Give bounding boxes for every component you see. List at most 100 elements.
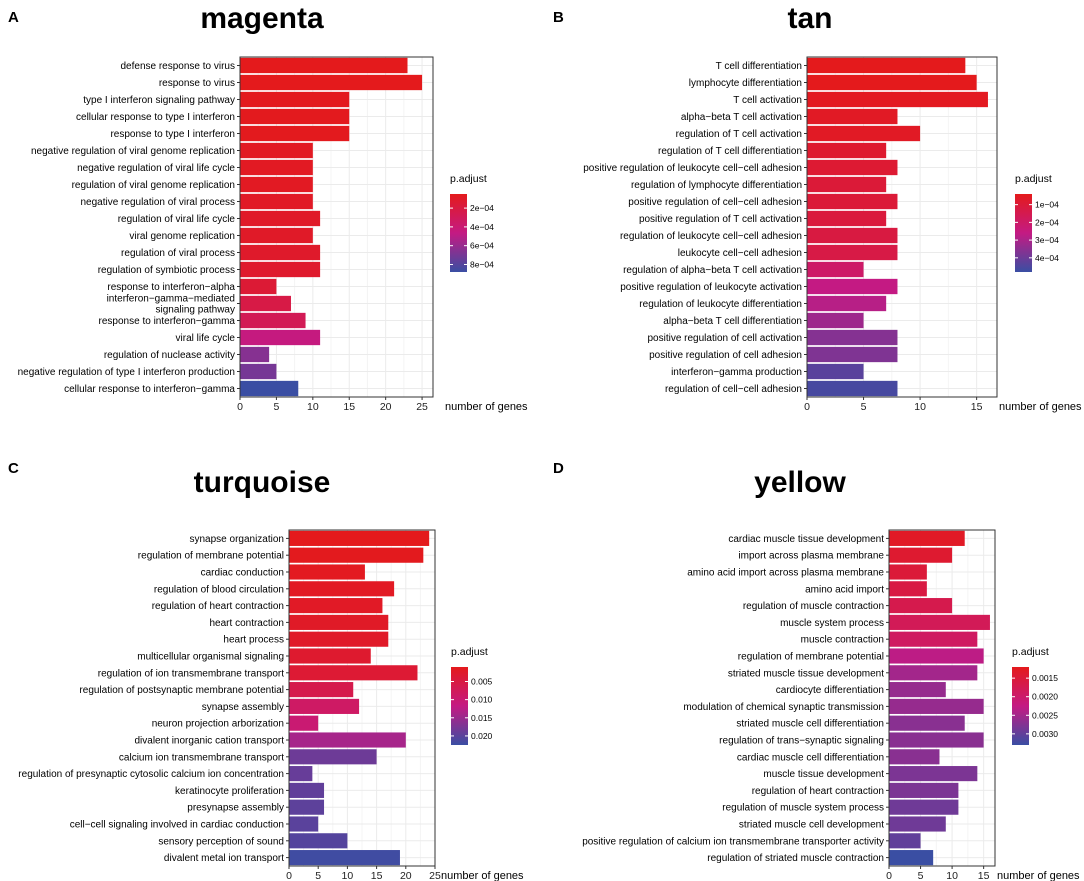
bar (289, 631, 389, 647)
bar (240, 329, 321, 346)
category-label: negative regulation of viral process (80, 197, 235, 208)
legend-title: p.adjust (451, 646, 488, 658)
bar (240, 193, 313, 210)
bar (240, 261, 321, 278)
category-label: regulation of trans−synaptic signaling (719, 736, 884, 747)
category-label: regulation of cell−cell adhesion (665, 384, 802, 395)
bar (240, 125, 350, 142)
bar (289, 530, 430, 546)
x-axis-label: number of genes (441, 870, 524, 881)
category-label: muscle system process (780, 618, 884, 629)
category-label: regulation of muscle system process (722, 803, 884, 814)
bar (240, 108, 350, 125)
bar (807, 74, 977, 91)
bar (240, 210, 321, 227)
panel-title: turquoise (194, 466, 331, 499)
x-tick-label: 0 (286, 870, 292, 881)
bar (807, 176, 887, 193)
bar (807, 108, 898, 125)
category-label: regulation of postsynaptic membrane pote… (79, 685, 284, 696)
x-tick-label: 5 (918, 870, 924, 881)
bar (889, 648, 984, 664)
colorbar-tick-label: 0.0025 (1032, 710, 1058, 720)
x-tick-label: 0 (804, 401, 810, 413)
category-label: positive regulation of leukocyte cell−ce… (583, 163, 802, 174)
bar (807, 57, 966, 74)
bar (807, 329, 898, 346)
colorbar-tick-label: 0.0015 (1032, 673, 1058, 683)
category-label: positive regulation of cell activation (647, 333, 802, 344)
plot-border (806, 56, 998, 398)
colorbar-tick-label: 0.020 (471, 731, 493, 741)
bar (289, 833, 348, 849)
bar (807, 261, 864, 278)
bar (889, 698, 984, 714)
bar (289, 782, 325, 798)
bar (289, 598, 383, 614)
colorbar-tick-label: 1e−04 (1035, 200, 1059, 210)
bar (289, 682, 354, 698)
bar (807, 278, 898, 295)
bar (289, 564, 365, 580)
bar (889, 614, 990, 630)
category-label: regulation of leukocyte cell−cell adhesi… (620, 231, 802, 242)
category-label: regulation of membrane potential (138, 551, 284, 562)
x-axis-label: number of genes (445, 401, 528, 413)
bar (289, 614, 389, 630)
category-label: defense response to virus (120, 61, 235, 72)
category-label: keratinocyte proliferation (175, 786, 284, 797)
category-label: striated muscle cell development (739, 820, 884, 831)
category-label: muscle contraction (801, 635, 884, 646)
colorbar-tick-label: 0.0020 (1032, 692, 1058, 702)
category-label: synapse assembly (202, 702, 284, 713)
x-tick-label: 5 (861, 401, 867, 413)
bar (889, 598, 953, 614)
category-label: negative regulation of viral genome repl… (31, 146, 235, 157)
bar (240, 57, 408, 74)
bar (240, 346, 270, 363)
bar (889, 782, 959, 798)
bar (240, 278, 277, 295)
category-label: divalent metal ion transport (164, 853, 284, 864)
bar (889, 799, 959, 815)
category-label: regulation of heart contraction (152, 601, 284, 612)
bar (289, 732, 406, 748)
bar (889, 530, 965, 546)
panel-title: magenta (200, 2, 324, 35)
bar (807, 91, 988, 108)
category-label: amino acid import across plasma membrane (687, 568, 884, 579)
category-label: striated muscle cell differentiation (736, 719, 884, 730)
colorbar (450, 194, 467, 272)
category-label: regulation of ion transmembrane transpor… (98, 668, 284, 679)
plot-border (288, 529, 436, 867)
bar (807, 193, 898, 210)
category-label: response to interferon−alpha (107, 282, 235, 293)
panel-letter: B (553, 9, 564, 26)
category-label: lymphocyte differentiation (689, 78, 802, 89)
plot-border (888, 529, 996, 867)
category-label: regulation of membrane potential (738, 652, 884, 663)
bar (289, 816, 319, 832)
bar (807, 227, 898, 244)
x-axis-label: number of genes (999, 401, 1082, 413)
category-label: regulation of heart contraction (752, 786, 884, 797)
bar (807, 295, 887, 312)
bar (889, 766, 978, 782)
x-tick-label: 15 (971, 401, 983, 413)
bar (289, 665, 418, 681)
x-tick-label: 20 (380, 401, 392, 413)
legend-title: p.adjust (450, 173, 487, 185)
category-label: leukocyte cell−cell adhesion (678, 248, 802, 259)
category-label: cardiac conduction (201, 568, 284, 579)
category-label: muscle tissue development (763, 769, 884, 780)
x-tick-label: 25 (416, 401, 428, 413)
category-label: sensory perception of sound (158, 836, 284, 847)
bar (889, 715, 965, 731)
bar (240, 91, 350, 108)
category-label: regulation of T cell differentiation (658, 146, 802, 157)
x-tick-label: 10 (307, 401, 319, 413)
